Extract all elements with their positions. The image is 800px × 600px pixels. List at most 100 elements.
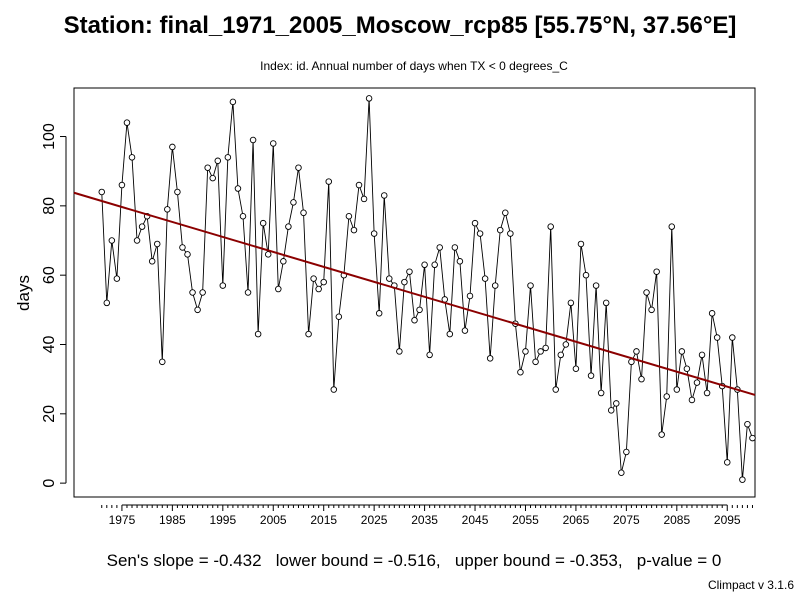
data-point [406,268,413,275]
data-point [280,258,287,265]
data-point [350,226,358,234]
data-point [305,330,312,338]
data-point [597,389,605,397]
data-point [174,188,181,196]
data-point [380,192,388,199]
y-tick-label: 80 [41,197,58,215]
data-point [264,251,272,258]
data-point [658,431,665,438]
data-point [663,393,670,400]
data-point [128,154,136,161]
data-point [708,310,716,317]
data-point [249,136,257,144]
data-point [648,306,655,314]
chart-title: Station: final_1971_2005_Moscow_rcp85 [5… [63,12,737,39]
data-point [310,275,317,282]
data-point [153,240,161,248]
data-point [239,212,247,220]
data-point [234,185,242,192]
data-point [678,348,686,355]
x-tick-label: 1975 [109,513,136,527]
data-point [396,348,403,355]
data-point [194,306,201,314]
data-point [290,199,297,206]
data-point [214,157,222,165]
data-point [592,282,600,289]
data-point [739,476,746,483]
data-point [618,469,625,476]
data-point [355,181,363,189]
data-point [683,365,691,373]
data-point [335,313,343,321]
data-point [421,261,428,269]
x-tick-label: 2095 [714,513,741,527]
data-point [148,258,156,265]
data-point [431,261,438,269]
data-point [476,230,484,237]
data-point [582,271,590,279]
software-credit: Climpact v 3.1.6 [707,578,794,592]
data-point [416,306,423,314]
data-point [113,275,121,282]
data-point [224,154,232,161]
data-point [360,195,368,203]
data-point [330,386,338,393]
data-point [411,316,418,324]
data-point [285,223,292,230]
data-point [693,379,701,386]
data-point [219,282,227,289]
data-point [199,289,206,296]
x-tick-label: 2015 [310,513,337,527]
data-point [744,420,751,428]
data-point [729,334,736,341]
data-point [552,386,559,393]
data-point [189,289,196,296]
x-tick-label: 2055 [512,513,539,527]
data-point [527,282,534,289]
y-tick-label: 40 [41,335,58,353]
data-point [436,244,443,251]
data-point [108,237,116,244]
data-point [204,164,211,171]
data-point [613,400,620,407]
data-point [426,351,433,359]
data-point [486,355,494,362]
data-point [522,348,529,355]
x-tick-label: 2075 [613,513,640,527]
data-point [446,330,454,338]
trend-statistics: Sen's slope = -0.432 lower bound = -0.51… [106,551,722,570]
x-tick-label: 1985 [159,513,186,527]
data-point [103,299,111,307]
data-point [320,278,327,286]
x-tick-label: 2005 [260,513,287,527]
data-point [295,164,302,171]
data-point [159,358,166,366]
data-point [567,299,575,307]
data-point [507,230,514,237]
data-point [133,237,141,244]
data-point [315,285,322,293]
series-line [101,98,753,480]
data-point [481,275,489,282]
x-tick-label: 2085 [663,513,690,527]
data-point [628,358,635,366]
data-point [98,188,105,196]
data-point [451,244,459,251]
data-point [638,375,645,383]
data-point [456,258,464,265]
data-point [270,140,277,147]
data-point [607,407,615,414]
data-point [375,310,383,317]
data-point [633,348,640,355]
data-point [502,209,509,217]
data-point [275,285,282,293]
data-point [537,348,544,355]
data-point [164,206,171,213]
data-point [703,389,711,397]
data-point [557,351,565,359]
data-point [577,240,585,248]
x-tick-label: 2035 [411,513,438,527]
data-point [325,178,332,185]
data-point [184,251,191,258]
y-tick-label: 60 [41,266,58,284]
